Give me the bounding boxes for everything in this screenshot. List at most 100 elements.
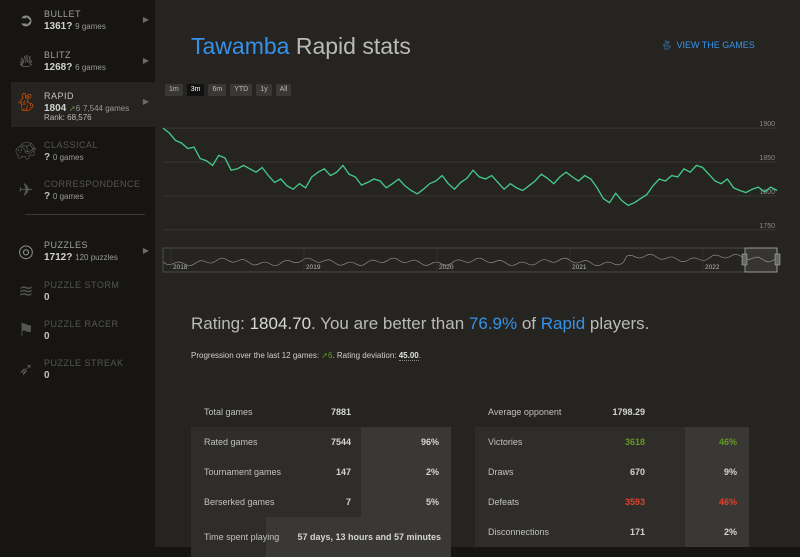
row-label: Disconnections (488, 526, 550, 537)
perf-rating: ? (44, 191, 51, 202)
table-row: Berserked games 7 5% (191, 487, 451, 517)
range-6m-button[interactable]: 6m (208, 84, 227, 96)
sidebar-item-classical[interactable]: 🐢︎ CLASSICAL ? 0 games (11, 131, 155, 171)
perf-rating: 0 (44, 292, 50, 303)
view-games-link[interactable]: 🐇︎ VIEW THE GAMES (661, 40, 755, 51)
navigator-year-label: 2020 (439, 264, 454, 271)
table-row: Disconnections 171 2% (475, 517, 749, 547)
racer-flag-icon: ⚑ (17, 319, 35, 340)
players-text: players. (585, 314, 650, 333)
sidebar-item-puzzle-storm[interactable]: ≋ PUZZLE STORM 0 (11, 271, 155, 311)
storm-icon: ≋ (18, 280, 34, 301)
chevron-right-icon: ▶ (142, 246, 149, 255)
perf-name: PUZZLE RACER (44, 319, 119, 329)
perf-games: 0 games (52, 153, 84, 162)
sidebar-item-correspondence[interactable]: ✈ CORRESPONDENCE ? 0 games (11, 170, 155, 210)
row-percent: 46% (685, 487, 749, 517)
perf-rank: Rank: 68,576 (44, 113, 92, 122)
table-row: Defeats 3593 46% (475, 487, 749, 517)
rating-summary: Rating: 1804.70. You are better than 76.… (191, 314, 649, 334)
navigator-year-label: 2018 (173, 264, 188, 271)
row-percent: 2% (361, 457, 451, 487)
sidebar-item-bullet[interactable]: ➲ BULLET 1361? 9 games ▶ (11, 0, 155, 40)
range-selector: 1m 3m 6m YTD 1y All (165, 84, 292, 96)
perf-rating: 1712? (44, 252, 73, 263)
sidebar-item-blitz[interactable]: 🔥︎ BLITZ 1268? 6 games ▶ (11, 41, 155, 81)
turtle-icon: 🐢︎ (14, 140, 38, 161)
rating-prefix: Rating: (191, 314, 250, 333)
perf-name: BULLET (44, 9, 82, 19)
table-row: Victories 3618 46% (475, 427, 749, 457)
row-label: Berserked games (204, 496, 275, 507)
row-percent: 2% (685, 517, 749, 547)
perf-name: PUZZLE STREAK (44, 358, 124, 368)
sidebar-item-puzzle-streak[interactable]: ➶ PUZZLE STREAK 0 (11, 349, 155, 389)
progress-up-icon: ➚ (69, 104, 76, 113)
row-percent: 96% (361, 427, 451, 457)
row-label: Tournament games (204, 466, 282, 477)
range-3m-button[interactable]: 3m (186, 84, 205, 96)
sidebar-item-rapid[interactable]: 🐇︎ RAPID 1804 ➚6 7,544 games Rank: 68,57… (11, 82, 155, 127)
table-row: Rated games 7544 96% (191, 427, 451, 457)
perf-name: CLASSICAL (44, 140, 99, 150)
row-label: Average opponent (488, 406, 562, 417)
paper-plane-icon: ✈ (18, 179, 34, 200)
y-tick-label: 1900 (759, 121, 775, 128)
navigator-series (162, 253, 778, 267)
percentile-value: 76.9% (468, 314, 518, 333)
row-value: 1798.29 (612, 407, 645, 417)
table-row: Average opponent 1798.29 (475, 397, 749, 427)
sidebar-item-puzzles[interactable]: ◎ PUZZLES 1712? 120 puzzles ▶ (11, 231, 155, 271)
perf-name-link[interactable]: Rapid (540, 314, 586, 333)
perf-rating: ? (44, 152, 51, 163)
progression-label: Progression over the last 12 games: (191, 351, 322, 360)
title-text: Rapid stats (295, 33, 411, 59)
rating-mid-text: . You are better than (311, 314, 469, 333)
perf-name: CORRESPONDENCE (44, 179, 141, 189)
deviation-end: . (418, 351, 421, 360)
username-link[interactable]: Tawamba (191, 33, 290, 59)
rating-chart[interactable]: 1900 1850 1800 1750 2018 2019 2020 2021 2022 (155, 100, 800, 275)
perf-rating: 1804 (44, 103, 67, 114)
rabbit-icon: 🐇︎ (14, 91, 38, 112)
row-label: Victories (488, 436, 523, 447)
y-tick-label: 1750 (759, 223, 775, 230)
table-row: Draws 670 9% (475, 457, 749, 487)
range-1y-button[interactable]: 1y (256, 84, 272, 96)
table-row: Time spent playing 57 days, 13 hours and … (191, 517, 451, 557)
perf-rating: 1361? (44, 21, 73, 32)
navigator-year-label: 2022 (705, 264, 720, 271)
y-tick-label: 1800 (759, 189, 775, 196)
row-percent: 46% (685, 427, 749, 457)
range-1m-button[interactable]: 1m (165, 84, 183, 96)
chevron-right-icon: ▶ (142, 56, 149, 65)
perf-name: PUZZLES (44, 240, 89, 250)
row-value: 7 (345, 497, 351, 507)
perf-games: 9 games (75, 22, 106, 31)
main-panel: Tawamba Rapid stats 🐇︎ VIEW THE GAMES 1m … (155, 0, 800, 557)
progress-up-icon: ➚ (321, 351, 328, 360)
perf-progress: 6 (75, 104, 81, 113)
rating-value: 1804.70 (249, 314, 312, 333)
chevron-right-icon: ▶ (142, 97, 149, 106)
progression-line: Progression over the last 12 games: ➚6. … (191, 351, 421, 361)
deviation-label: . Rating deviation: (332, 351, 399, 360)
streak-icon: ➶ (18, 358, 34, 379)
row-value: 3618 (624, 437, 645, 447)
table-row: Total games 7881 (191, 397, 451, 427)
rating-series-line (162, 127, 778, 207)
perf-rating: 0 (44, 331, 50, 342)
range-all-button[interactable]: All (275, 84, 292, 96)
deviation-value: 45.00 (398, 351, 419, 361)
range-ytd-button[interactable]: YTD (230, 84, 253, 96)
perf-name: RAPID (44, 91, 75, 101)
chevron-right-icon: ▶ (142, 15, 149, 24)
results-table: Average opponent 1798.29 Victories 3618 46%… (475, 397, 749, 547)
sidebar-item-puzzle-racer[interactable]: ⚑ PUZZLE RACER 0 (11, 310, 155, 350)
y-tick-label: 1850 (759, 155, 775, 162)
row-label: Draws (488, 466, 514, 477)
target-icon: ◎ (18, 240, 34, 261)
fire-icon: 🔥︎ (19, 50, 33, 71)
row-label: Rated games (204, 436, 258, 447)
navigator-selection (744, 247, 778, 273)
